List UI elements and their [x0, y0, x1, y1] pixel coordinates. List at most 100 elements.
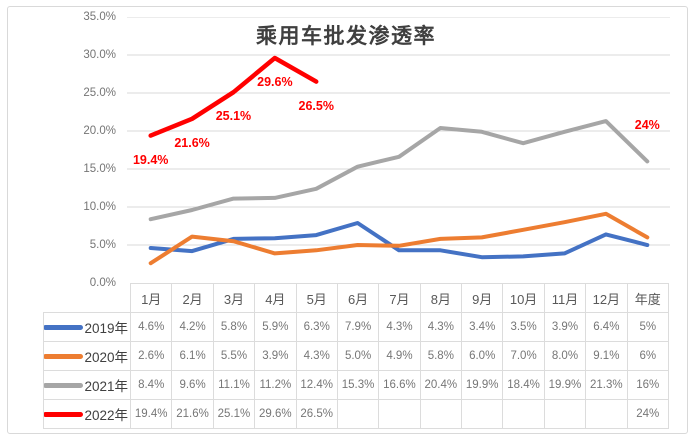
series-line-2021年 [148, 119, 650, 222]
data-label-2022年: 25.1% [215, 109, 252, 124]
table-cell: 21.3% [585, 370, 628, 400]
month-header: 10月 [502, 283, 545, 313]
table-cell [461, 399, 504, 429]
month-header: 2月 [171, 283, 214, 313]
table-cell: 12.4% [295, 370, 338, 400]
table-cell [336, 399, 380, 429]
table-cell: 5.8% [419, 341, 463, 371]
table-cell: 6.1% [171, 341, 214, 371]
legend-label: 2020年 [84, 350, 129, 365]
table-cell: 5.8% [212, 312, 256, 342]
table-cell: 15.3% [336, 370, 380, 400]
table-cell: 3.4% [461, 312, 504, 342]
data-table: 1月 2月 3月 4月 5月 6月 7月 8月 9月 10月 11月 12月 年度 2019年 4.6% 4.… [42, 283, 670, 429]
data-label-2022年: 29.6% [257, 75, 293, 90]
table-cell: 20.4% [419, 370, 463, 400]
data-label-2022年: 24% [634, 117, 660, 132]
legend-item-2022年: 2022年 [42, 399, 132, 429]
table-cell: 7.9% [336, 312, 380, 342]
table-cell: 6.3% [295, 312, 338, 342]
legend-swatch-2020年 [44, 353, 84, 359]
series-line-2022年 [148, 55, 319, 138]
table-cell: 6.4% [585, 312, 628, 342]
legend-item-2020年: 2020年 [42, 341, 132, 371]
table-cell: 21.6% [171, 399, 214, 429]
table-cell: 8.4% [130, 370, 173, 400]
plot-area [127, 17, 670, 266]
table-cell: 4.2% [171, 312, 214, 342]
month-header: 12月 [585, 283, 628, 313]
data-label-2022年: 19.4% [132, 152, 169, 167]
table-cell [419, 399, 463, 429]
table-cell: 6% [626, 341, 670, 371]
legend-item-2021年: 2021年 [42, 370, 132, 400]
data-label-2022年: 21.6% [174, 135, 210, 150]
table-cell: 11.1% [212, 370, 256, 400]
table-cell: 11.2% [254, 370, 297, 400]
table-cell: 3.9% [254, 341, 297, 371]
table-cell [378, 399, 421, 429]
table-row-2019年: 2019年 4.6% 4.2% 5.8% 5.9% 6.3% 7.9% 4.3% 4.3% 3.4… [42, 312, 670, 342]
table-cell: 5.0% [336, 341, 380, 371]
table-cell: 19.4% [130, 399, 173, 429]
legend-swatch-2022年 [44, 411, 84, 417]
month-header: 8月 [419, 283, 463, 313]
month-header: 5月 [295, 283, 338, 313]
table-cell: 7.0% [502, 341, 545, 371]
table-row-2020年: 2020年 2.6% 6.1% 5.5% 3.9% 4.3% 5.0% 4.9% 5.8% 6.0… [42, 341, 670, 371]
table-row-2021年: 2021年 8.4% 9.6% 11.1% 11.2% 12.4% 15.3% 16.6% 20… [42, 370, 670, 400]
series-line-2020年 [148, 211, 650, 266]
table-row-2022年: 2022年 19.4% 21.6% 25.1% 29.6% 26.5% 24% [42, 399, 670, 429]
month-header: 9月 [461, 283, 504, 313]
chart-title: 乘用车批发渗透率 [256, 25, 436, 48]
y-axis-tick: 10.0% [83, 201, 116, 213]
month-header: 1月 [130, 283, 173, 313]
table-cell: 4.9% [378, 341, 421, 371]
table-cell: 18.4% [502, 370, 545, 400]
legend-item-2019年: 2019年 [42, 312, 132, 342]
legend-label: 2022年 [84, 408, 129, 423]
y-axis-tick: 15.0% [83, 163, 116, 175]
month-header: 7月 [378, 283, 421, 313]
y-axis-tick: 35.0% [83, 11, 116, 23]
table-cell: 24% [626, 399, 670, 429]
legend-label: 2021年 [84, 379, 129, 394]
table-cell: 5.9% [254, 312, 297, 342]
y-axis-tick: 5.0% [89, 239, 116, 251]
table-cell [585, 399, 628, 429]
table-cell: 4.6% [130, 312, 173, 342]
month-header: 6月 [336, 283, 380, 313]
table-cell [543, 399, 587, 429]
table-cell: 19.9% [543, 370, 587, 400]
table-cell: 29.6% [254, 399, 297, 429]
data-label-2022年: 26.5% [298, 98, 334, 113]
y-axis-tick: 25.0% [83, 87, 116, 99]
table-cell: 25.1% [212, 399, 256, 429]
month-header: 年度 [626, 283, 670, 313]
month-header: 4月 [254, 283, 297, 313]
legend-swatch-2019年 [44, 324, 84, 330]
table-cell [502, 399, 545, 429]
y-axis-tick: 30.0% [83, 49, 116, 61]
table-cell: 9.1% [585, 341, 628, 371]
table-cell: 3.5% [502, 312, 545, 342]
table-cell: 16% [626, 370, 670, 400]
table-cell: 6.0% [461, 341, 504, 371]
y-axis-tick: 0.0% [89, 277, 116, 289]
table-cell: 2.6% [130, 341, 173, 371]
table-cell: 9.6% [171, 370, 214, 400]
table-cell: 4.3% [295, 341, 338, 371]
y-axis-tick: 20.0% [83, 125, 116, 137]
table-cell: 5.5% [212, 341, 256, 371]
table-cell: 26.5% [295, 399, 338, 429]
table-cell: 4.3% [419, 312, 463, 342]
table-cell: 5% [626, 312, 670, 342]
legend-swatch-2021年 [44, 382, 84, 388]
month-header: 11月 [543, 283, 587, 313]
table-cell: 19.9% [461, 370, 504, 400]
month-header: 3月 [212, 283, 256, 313]
table-cell: 4.3% [378, 312, 421, 342]
table-cell: 16.6% [378, 370, 421, 400]
table-cell: 8.0% [543, 341, 587, 371]
series-line-2019年 [148, 221, 650, 260]
